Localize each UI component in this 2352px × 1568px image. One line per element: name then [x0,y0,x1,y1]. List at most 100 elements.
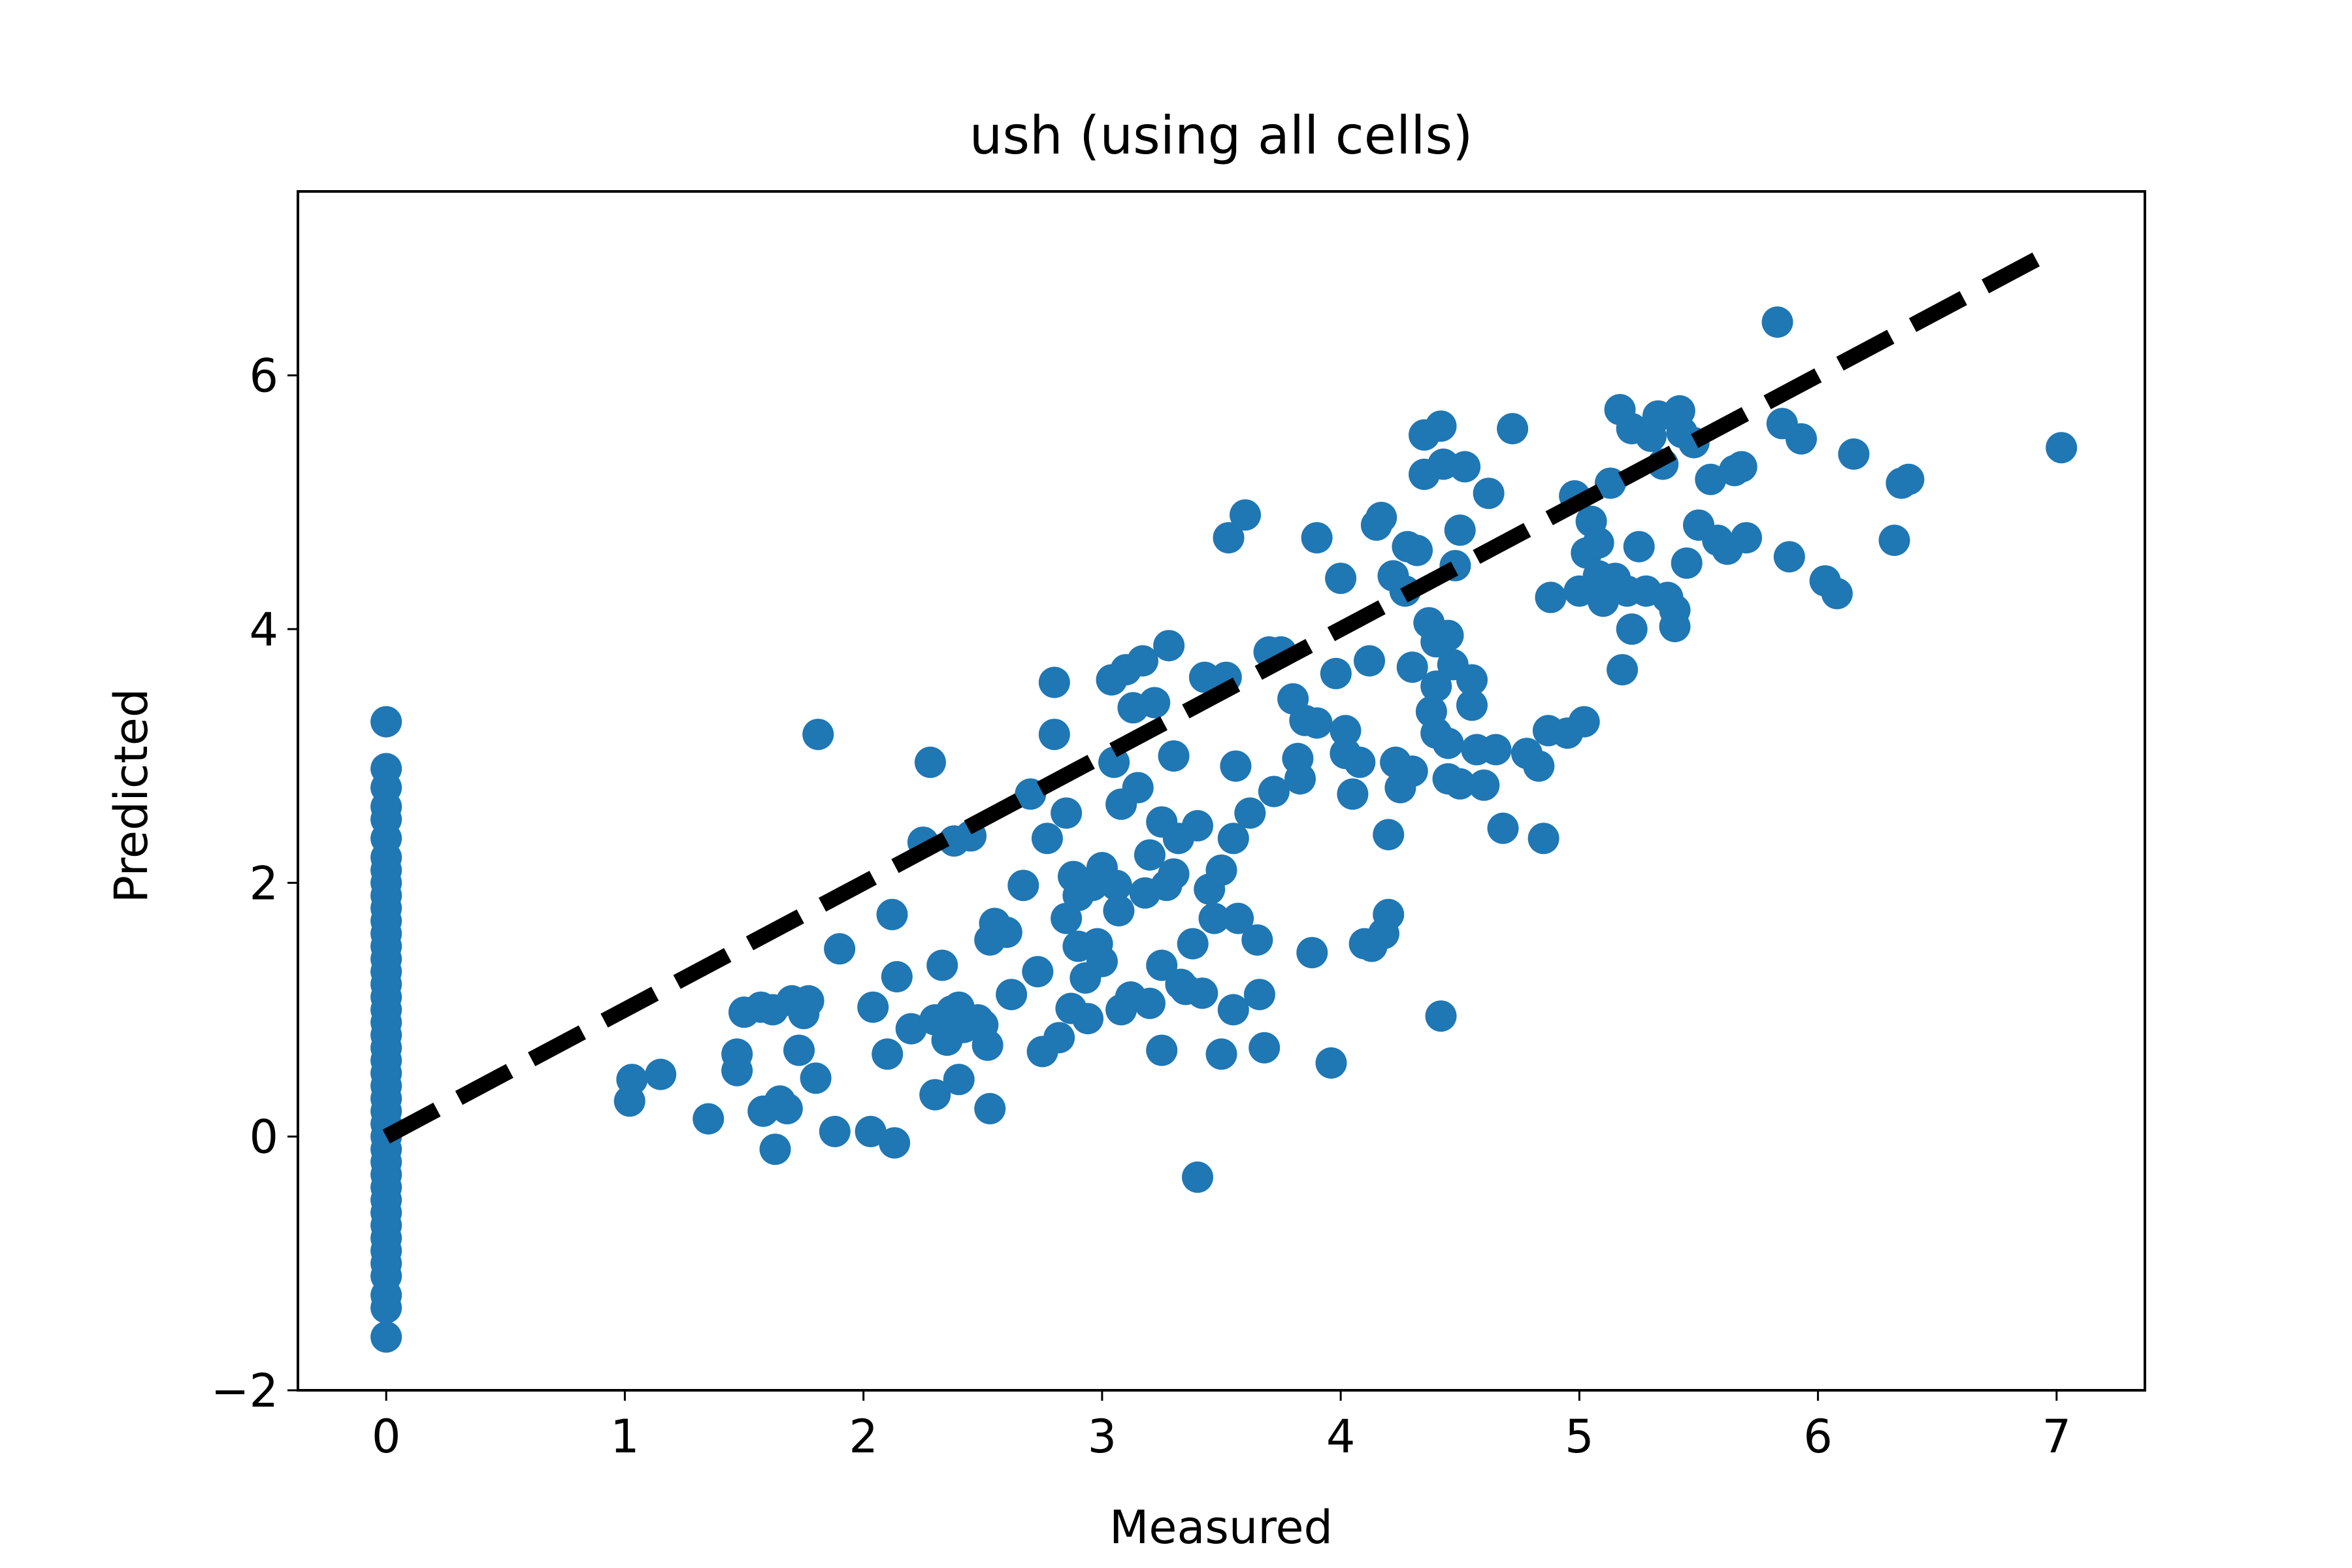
data-point [1607,654,1639,686]
data-point [919,1079,951,1111]
y-axis-ticks: −2 0 2 4 6 [211,350,298,1418]
data-point [1022,956,1054,988]
data-point [1725,451,1757,483]
data-point [881,961,913,992]
data-point [895,1013,927,1045]
x-tick-label: 5 [1565,1410,1594,1463]
data-point [943,1064,975,1096]
data-point [996,979,1028,1011]
y-tick-label: 4 [249,603,278,657]
data-point [802,719,834,751]
data-point [370,1321,402,1353]
data-point [1330,715,1362,747]
x-tick-label: 3 [1088,1410,1117,1463]
data-point [872,1038,904,1070]
data-point [914,746,946,778]
data-point [1432,619,1464,651]
data-point [1134,987,1166,1019]
data-point [1456,664,1488,696]
data-point [1821,578,1853,610]
data-point [1497,413,1529,445]
y-tick-label: 0 [249,1111,278,1164]
data-point [1315,1047,1347,1079]
data-point [1051,797,1083,829]
data-point [1153,630,1185,662]
data-point [370,706,402,738]
data-point [370,1292,402,1324]
data-point [1420,670,1452,702]
x-tick-label: 6 [1803,1410,1833,1463]
data-point [1258,776,1290,808]
data-point [819,1115,851,1147]
data-point [1249,1032,1281,1064]
data-point [1444,768,1476,800]
y-tick-label: 6 [249,350,278,403]
data-point [1659,594,1691,626]
data-point [1568,706,1600,738]
data-point [645,1058,677,1090]
data-point [1100,870,1132,902]
data-point [1205,854,1237,886]
data-point [1182,1161,1213,1193]
data-point [800,1062,832,1094]
data-point [1893,463,1925,495]
data-point [759,1134,791,1166]
data-point [990,917,1022,948]
data-point [1072,1003,1103,1035]
data-point [1373,819,1405,851]
data-point [1527,823,1560,855]
y-tick-label: −2 [211,1364,278,1418]
data-point [721,1054,753,1086]
data-point [1146,1034,1178,1066]
data-point [1222,902,1254,934]
data-point [1296,937,1328,969]
x-tick-label: 7 [2042,1410,2072,1463]
data-point [1487,812,1519,844]
data-point [1186,977,1218,1009]
data-point [1425,410,1457,442]
data-point [1432,727,1464,759]
data-point [1098,746,1130,778]
data-point [1301,522,1333,554]
data-point [771,1092,803,1124]
data-point [1038,719,1070,751]
data-point [1731,522,1762,554]
data-point [1122,772,1154,804]
data-point [1373,898,1405,930]
data-point [1158,740,1190,772]
data-point [1043,1022,1075,1054]
data-point [1449,451,1481,483]
data-point [1241,924,1273,956]
data-point [1139,687,1171,719]
data-point [1523,750,1555,782]
data-point [1007,870,1039,902]
data-points [370,306,2078,1353]
data-point [693,1103,725,1135]
data-point [1425,1000,1457,1032]
data-point [1220,750,1252,782]
data-point [857,991,889,1023]
y-axis-label: Predicted [105,689,158,904]
data-point [1015,778,1047,810]
data-point [1217,823,1249,855]
data-point [1031,823,1063,855]
data-point [1468,769,1500,801]
data-point [1198,902,1230,934]
data-point [1230,499,1261,531]
data-point [1213,522,1245,554]
y-tick-label: 2 [249,857,278,910]
data-point [1444,514,1476,546]
data-point [1086,945,1118,977]
data-point [1284,763,1316,795]
data-point [1695,463,1727,495]
data-point [1878,525,1910,556]
reference-line [382,241,2061,1144]
data-point [926,949,958,981]
chart-title: ush (using all cells) [970,105,1473,166]
data-point [1234,797,1266,829]
data-point [1480,734,1512,766]
data-point [1205,1038,1237,1070]
data-point [1838,438,1870,470]
data-point [1473,478,1505,510]
data-point [1671,547,1703,579]
